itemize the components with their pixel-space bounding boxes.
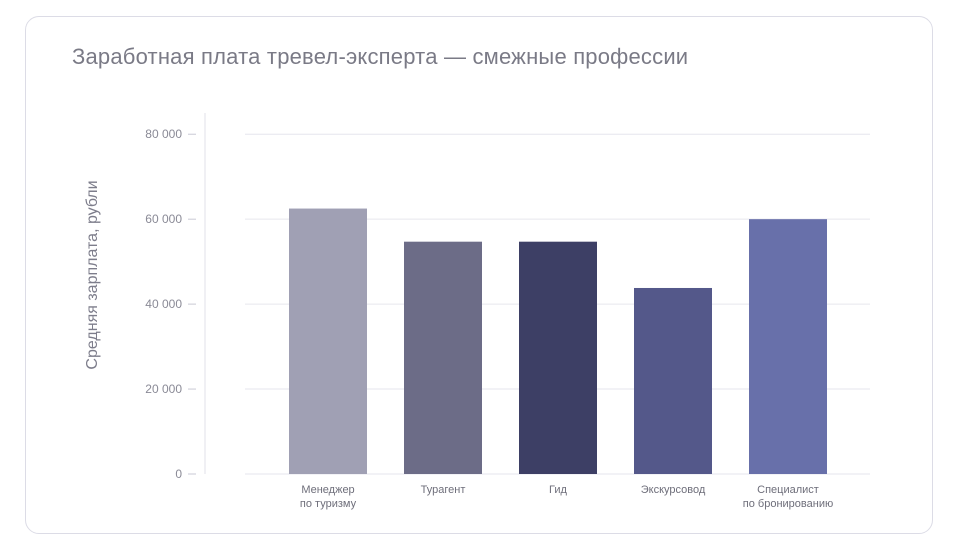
bar <box>404 241 482 474</box>
y-axis-ticks: 0 20 000 40 000 60 000 80 000 <box>145 127 182 481</box>
x-category-label: по туризму <box>300 498 357 510</box>
x-category-label: по бронированию <box>743 498 833 510</box>
bar <box>519 241 597 474</box>
y-tick-label: 80 000 <box>145 127 182 141</box>
bar <box>749 219 827 474</box>
x-category-label: Экскурсовод <box>641 484 706 496</box>
x-category-label: Менеджер <box>301 484 354 496</box>
x-category-label: Специалист <box>757 484 819 496</box>
y-tick-label: 60 000 <box>145 212 182 226</box>
y-axis-label: Средняя зарплата, рубли <box>84 180 101 369</box>
bar <box>289 208 367 474</box>
x-category-label: Гид <box>549 484 567 496</box>
x-axis-categories: Менеджер по туризму Турагент Гид Экскурсовод… <box>300 484 833 510</box>
bars <box>289 208 827 474</box>
x-category-label: Турагент <box>421 484 466 496</box>
bar <box>634 287 712 474</box>
y-tick-label: 0 <box>175 467 182 481</box>
y-tick-label: 20 000 <box>145 382 182 396</box>
y-tick-label: 40 000 <box>145 297 182 311</box>
chart-title: Заработная плата тревел-эксперта — смежн… <box>72 44 689 69</box>
